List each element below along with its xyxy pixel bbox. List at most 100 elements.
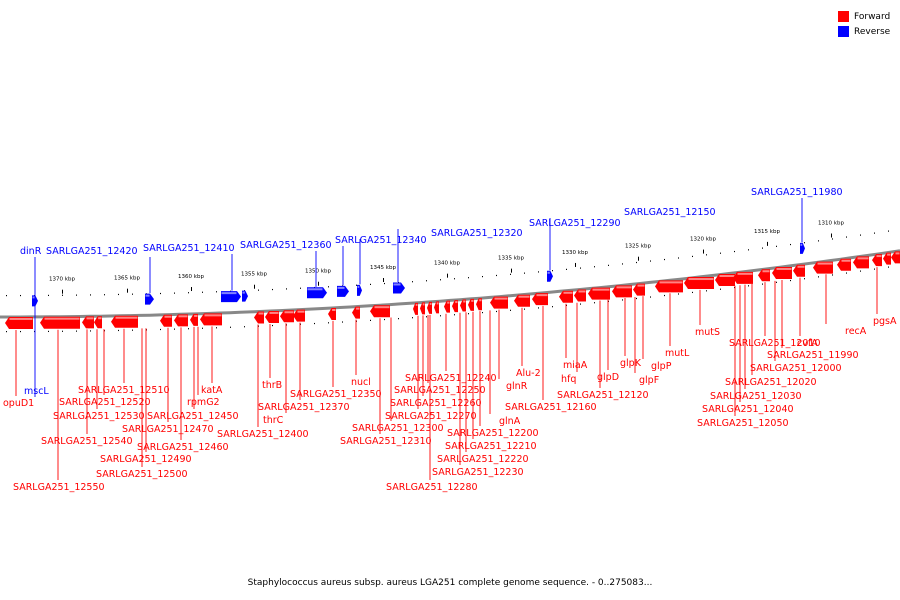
forward-gene-arrow-highlight — [471, 299, 474, 302]
gene-label: SARLGA251_12310 — [340, 436, 432, 447]
forward-gene-arrow-highlight — [447, 301, 450, 304]
forward-gene-arrow-highlight — [356, 307, 360, 310]
minor-tick — [706, 290, 707, 292]
gene-label: SARLGA251_12540 — [41, 436, 133, 447]
minor-tick — [580, 303, 581, 305]
minor-tick — [678, 257, 679, 259]
minor-tick — [202, 327, 203, 329]
gene-label: SARLGA251_12220 — [437, 454, 529, 465]
minor-tick — [818, 240, 819, 242]
minor-tick — [832, 238, 833, 240]
gene-label: SARLGA251_12030 — [710, 391, 802, 402]
forward-gene-arrow-highlight — [518, 295, 530, 298]
forward-gene-arrow-highlight — [762, 270, 770, 273]
minor-tick — [482, 311, 483, 314]
scale-tick-label: 1335 kbp — [498, 256, 524, 262]
minor-tick — [104, 294, 105, 296]
minor-tick — [132, 293, 133, 295]
gene-label: SARLGA251_12280 — [386, 482, 478, 493]
minor-tick — [580, 267, 581, 269]
minor-tick — [188, 328, 189, 330]
minor-tick — [566, 268, 567, 270]
minor-tick — [706, 254, 707, 256]
forward-gene-arrow-highlight — [115, 316, 138, 319]
minor-tick — [342, 321, 343, 323]
gene-label: Alu-2 — [516, 368, 541, 379]
minor-tick — [258, 325, 259, 327]
minor-tick — [174, 292, 175, 294]
gene-label: mscL — [24, 386, 49, 397]
forward-gene-arrow-highlight — [895, 252, 900, 255]
minor-tick — [216, 291, 217, 293]
gene-label: glnA — [499, 416, 521, 427]
minor-tick — [132, 329, 133, 331]
gene-label: recA — [845, 326, 867, 337]
gene-label: cvfA — [797, 338, 818, 349]
minor-tick — [832, 274, 833, 276]
minor-tick — [524, 308, 525, 310]
reverse-gene-arrow-highlight — [242, 291, 245, 294]
gene-label: SARLGA251_12020 — [725, 377, 817, 388]
minor-tick — [300, 323, 301, 325]
forward-gene-arrow-highlight — [841, 259, 851, 262]
minor-tick — [818, 276, 819, 278]
gene-label: miaA — [563, 360, 588, 371]
minor-tick — [48, 294, 49, 297]
genome-caption: Staphylococcus aureus subsp. aureus LGA2… — [247, 578, 653, 588]
minor-tick — [790, 243, 791, 246]
minor-tick — [90, 294, 91, 296]
minor-tick — [118, 329, 119, 332]
forward-gene-arrow-highlight — [719, 275, 735, 278]
scale-tick — [254, 284, 255, 289]
gene-label: glpD — [597, 372, 619, 383]
minor-tick — [664, 294, 665, 297]
legend-label-reverse: Reverse — [854, 26, 891, 37]
minor-tick — [692, 255, 693, 258]
minor-tick — [482, 275, 483, 278]
minor-tick — [734, 250, 735, 253]
minor-tick — [846, 272, 847, 274]
genome-backbone — [0, 249, 900, 319]
forward-gene-arrow-highlight — [269, 311, 279, 314]
minor-tick — [440, 279, 441, 281]
scale-tick-label: 1320 kbp — [690, 237, 716, 243]
minor-tick — [734, 286, 735, 289]
minor-tick — [636, 297, 637, 300]
forward-gene-arrow-highlight — [422, 303, 425, 306]
gene-label: hfq — [561, 374, 576, 385]
scale-tick — [511, 268, 512, 273]
minor-tick — [370, 283, 371, 286]
gene-label: SARLGA251_12050 — [697, 418, 789, 429]
minor-tick — [104, 330, 105, 332]
scale-tick — [575, 262, 576, 267]
minor-tick — [804, 278, 805, 280]
minor-tick — [160, 328, 161, 331]
minor-tick — [804, 242, 805, 244]
minor-tick — [146, 329, 147, 331]
gene-label: SARLGA251_12520 — [59, 397, 151, 408]
legend-label-forward: Forward — [854, 11, 891, 22]
gene-label: SARLGA251_12160 — [505, 402, 597, 413]
minor-tick — [748, 249, 749, 251]
scale-tick-label: 1340 kbp — [434, 261, 460, 267]
gene-label: SARLGA251_12120 — [557, 390, 649, 401]
minor-tick — [664, 258, 665, 261]
gene-label: SARLGA251_12350 — [290, 389, 382, 400]
scale-tick — [638, 256, 639, 261]
gene-label: SARLGA251_12450 — [147, 411, 239, 422]
gene-label: SARLGA251_11990 — [767, 350, 859, 361]
gene-label: SARLGA251_12000 — [750, 363, 842, 374]
minor-tick — [300, 287, 301, 289]
gene-label: SARLGA251_11980 — [751, 187, 843, 198]
minor-tick — [678, 293, 679, 295]
gene-label: SARLGA251_12510 — [78, 385, 170, 396]
scale-tick-label: 1325 kbp — [625, 244, 651, 250]
reverse-gene-arrow-highlight — [800, 243, 803, 246]
reverse-gene-arrow-highlight — [393, 283, 401, 286]
minor-tick — [720, 252, 721, 254]
minor-tick — [34, 330, 35, 333]
minor-tick — [454, 314, 455, 316]
minor-tick — [888, 230, 889, 232]
gene-label: SARLGA251_12260 — [390, 398, 482, 409]
